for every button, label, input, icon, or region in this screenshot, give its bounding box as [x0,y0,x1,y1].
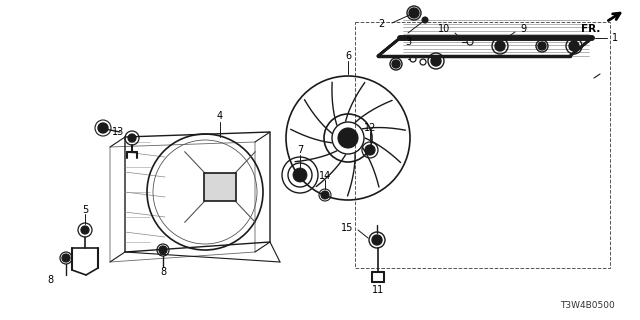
Text: 5: 5 [82,205,88,215]
Text: 4: 4 [217,111,223,121]
Bar [204,173,236,201]
Circle shape [159,246,167,254]
Text: FR.: FR. [580,24,600,34]
Circle shape [98,123,108,133]
Circle shape [569,41,579,51]
Circle shape [342,132,354,144]
Bar [355,22,610,268]
Circle shape [81,226,89,234]
Text: 8: 8 [47,275,53,285]
Text: 14: 14 [319,171,331,181]
Text: 9: 9 [520,24,526,34]
Text: 11: 11 [372,285,384,295]
Circle shape [422,17,428,23]
Circle shape [409,8,419,18]
Circle shape [431,56,441,66]
Circle shape [338,128,358,148]
Circle shape [293,168,307,182]
Circle shape [62,254,70,262]
Text: 2: 2 [378,19,384,29]
Text: 7: 7 [297,145,303,155]
Text: 8: 8 [160,267,166,277]
Circle shape [538,42,546,50]
Text: 10: 10 [438,24,450,34]
Text: 13: 13 [112,127,124,137]
Text: 15: 15 [340,223,353,233]
Circle shape [372,235,382,245]
Text: 1: 1 [612,33,618,43]
Text: 6: 6 [345,51,351,61]
Text: T3W4B0500: T3W4B0500 [560,301,615,310]
Text: 3: 3 [405,37,411,47]
Text: 12: 12 [364,123,376,133]
Circle shape [128,134,136,142]
Circle shape [392,60,400,68]
Circle shape [365,145,375,155]
Circle shape [321,191,329,199]
Circle shape [495,41,505,51]
